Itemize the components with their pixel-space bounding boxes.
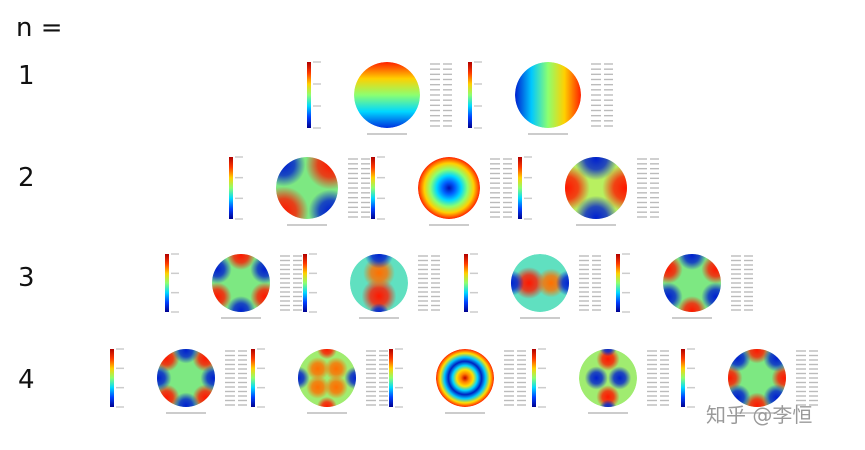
disc-lobe	[157, 349, 180, 372]
disc-lobe	[172, 349, 200, 364]
disc-lobe	[511, 269, 525, 297]
wavefront-disc	[565, 157, 627, 219]
colorbar	[371, 157, 375, 219]
zernike-panel	[371, 156, 512, 226]
disc-lobe	[701, 254, 721, 284]
disc-lobe	[584, 366, 609, 390]
disc-lobe	[324, 357, 348, 381]
disc-base	[436, 349, 494, 407]
colorbar	[464, 254, 468, 312]
colorbar	[389, 349, 393, 407]
colorbar	[303, 254, 307, 312]
wavefront-disc	[436, 349, 494, 407]
disc-lobe	[574, 157, 618, 181]
row-number: 1	[18, 61, 35, 91]
wavefront-disc	[276, 157, 338, 219]
row-number: 4	[18, 365, 35, 395]
colorbar	[468, 62, 472, 128]
zernike-panel	[464, 253, 601, 319]
disc-lobe	[226, 254, 256, 270]
disc-lobe	[555, 269, 569, 297]
disc-lobe	[298, 366, 310, 390]
wavefront-disc	[579, 349, 637, 407]
disc-lobe	[361, 278, 397, 312]
row-number: 2	[18, 163, 35, 193]
wavefront-disc	[515, 62, 581, 128]
panels	[110, 61, 818, 414]
wavefront-disc	[511, 254, 569, 312]
disc-lobe	[212, 254, 232, 284]
disc-lobe	[324, 375, 348, 399]
wavefront-disc	[350, 254, 408, 312]
disc-lobe	[599, 399, 617, 407]
disc-lobe	[306, 357, 330, 381]
zernike-panel	[229, 156, 370, 226]
disc-lobe	[364, 254, 394, 269]
disc-lobe	[192, 349, 215, 372]
zernike-panel	[307, 61, 452, 135]
disc-lobe	[677, 296, 707, 312]
colorbar	[307, 62, 311, 128]
disc-lobe	[599, 349, 617, 357]
disc-lobe	[677, 254, 707, 270]
zernike-panel	[110, 348, 247, 414]
disc-lobe	[276, 186, 309, 219]
disc-lobe	[608, 366, 632, 390]
disc-lobe	[574, 195, 618, 219]
disc-base	[354, 62, 420, 128]
zernike-panel	[165, 253, 302, 319]
disc-lobe	[276, 157, 306, 187]
row-number: 3	[18, 263, 35, 293]
zernike-panel	[389, 348, 526, 414]
disc-lobe	[316, 349, 338, 360]
disc-lobe	[200, 364, 215, 392]
disc-lobe	[663, 254, 683, 284]
disc-lobe	[192, 384, 215, 407]
disc-lobe	[306, 375, 330, 399]
disc-lobe	[728, 349, 751, 372]
watermark: 知乎 @李恒	[706, 403, 812, 427]
disc-lobe	[250, 282, 270, 312]
zernike-panel	[251, 348, 388, 414]
disc-lobe	[226, 296, 256, 312]
disc-base	[418, 157, 480, 219]
wavefront-disc	[157, 349, 215, 407]
disc-lobe	[316, 396, 338, 407]
zernike-panel	[518, 156, 659, 226]
colorbar	[251, 349, 255, 407]
disc-lobe	[763, 349, 786, 372]
disc-lobe	[305, 157, 338, 190]
colorbar	[518, 157, 522, 219]
zernike-panel	[468, 61, 613, 135]
colorbar	[110, 349, 114, 407]
disc-lobe	[344, 366, 356, 390]
disc-lobe	[157, 384, 180, 407]
zernike-panel	[303, 253, 440, 319]
wavefront-disc	[418, 157, 480, 219]
wavefront-disc	[212, 254, 270, 312]
colorbar	[532, 349, 536, 407]
disc-lobe	[172, 392, 200, 407]
disc-lobe	[663, 282, 683, 312]
disc-lobe	[308, 189, 338, 219]
colorbar	[616, 254, 620, 312]
disc-lobe	[565, 164, 590, 212]
colorbar	[681, 349, 685, 407]
disc-lobe	[701, 282, 721, 312]
zernike-panel	[616, 253, 753, 319]
disc-lobe	[250, 254, 270, 284]
disc-lobe	[212, 282, 232, 312]
n-label: n =	[16, 13, 63, 43]
colorbar	[165, 254, 169, 312]
disc-base	[515, 62, 581, 128]
zernike-panel	[532, 348, 669, 414]
wavefront-disc	[354, 62, 420, 128]
colorbar	[229, 157, 233, 219]
wavefront-disc	[663, 254, 721, 312]
disc-lobe	[368, 303, 390, 312]
disc-lobe	[602, 164, 627, 212]
wavefront-disc	[298, 349, 356, 407]
disc-lobe	[157, 364, 172, 392]
